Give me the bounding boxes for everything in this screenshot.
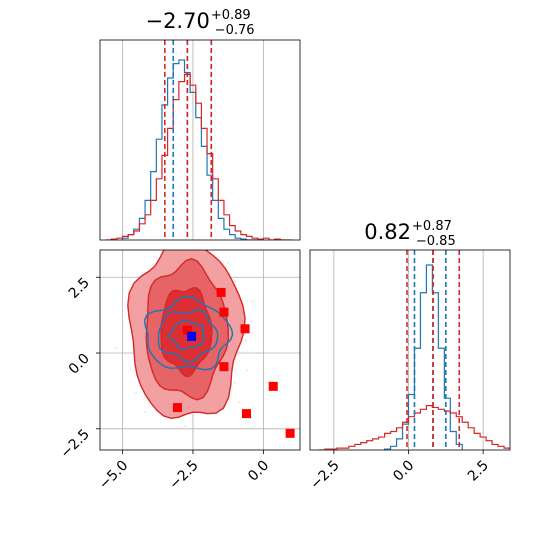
quantile-lines xyxy=(163,40,213,240)
sample-point xyxy=(227,261,230,264)
joint-contour-panel: −5.0 −2.5 0.0 −2.50.02.5 xyxy=(57,249,301,493)
red-square-marker xyxy=(172,403,182,413)
marginal-histogram-param1: −2.70+0.89 −0.76 xyxy=(99,8,301,241)
x-tick-label: 2.5 xyxy=(465,458,492,485)
quantile-lines xyxy=(406,250,461,450)
sample-point xyxy=(233,280,236,283)
y-tick-label: −2.5 xyxy=(57,426,92,461)
axes-frame xyxy=(99,39,301,241)
blue-contour-level xyxy=(157,309,219,363)
x-tick-label: 0.0 xyxy=(390,458,417,485)
sample-point xyxy=(238,400,241,403)
red-square-marker xyxy=(219,362,229,372)
histogram-step-line xyxy=(384,264,463,450)
sample-point xyxy=(250,321,253,324)
blue-square-marker xyxy=(187,331,197,341)
sample-point xyxy=(184,424,187,427)
title-param1: −2.70+0.89 −0.76 xyxy=(145,8,254,38)
sample-point xyxy=(251,300,254,303)
y-tick-labels: −2.5 0.0 2.5 xyxy=(57,275,100,462)
red-square-marker xyxy=(240,324,250,334)
x-tick-labels: −2.5 0.0 2.5 xyxy=(307,450,492,493)
title-param2: 0.82+0.87 −0.85 xyxy=(364,219,455,249)
sample-point xyxy=(115,346,118,349)
sample-point xyxy=(134,391,137,394)
contours xyxy=(115,250,295,438)
sample-point xyxy=(236,354,239,357)
axes-frame xyxy=(99,249,301,451)
sample-point xyxy=(256,352,259,355)
histogram-step-line xyxy=(121,59,258,240)
blue-contour-level xyxy=(143,295,234,371)
x-tick-label: −2.5 xyxy=(166,458,201,493)
red-square-marker xyxy=(268,381,278,391)
marginal-histogram-param2: −2.5 0.0 2.5 0.82+0.87 −0.85 xyxy=(307,219,511,493)
sample-point xyxy=(143,411,146,414)
x-tick-label: −2.5 xyxy=(307,458,342,493)
red-square-marker xyxy=(182,325,192,335)
sample-point xyxy=(246,369,249,372)
y-tick-label: 0.0 xyxy=(66,351,93,378)
grid xyxy=(122,40,264,240)
axes-frame xyxy=(309,249,511,451)
x-tick-label: 0.0 xyxy=(245,458,272,485)
histogram-step-line xyxy=(105,73,292,240)
histogram-steps xyxy=(318,264,510,450)
red-square-marker xyxy=(285,428,295,438)
red-square-marker xyxy=(241,409,251,419)
blue-contour-level xyxy=(168,319,205,350)
y-tick-label: 2.5 xyxy=(66,275,93,302)
x-tick-labels: −5.0 −2.5 0.0 xyxy=(96,450,272,493)
x-tick-label: −5.0 xyxy=(96,458,131,493)
red-square-marker xyxy=(219,307,229,317)
sample-point xyxy=(233,381,236,384)
red-square-marker xyxy=(216,287,226,297)
sample-point xyxy=(244,339,247,342)
histogram-step-line xyxy=(318,405,510,450)
